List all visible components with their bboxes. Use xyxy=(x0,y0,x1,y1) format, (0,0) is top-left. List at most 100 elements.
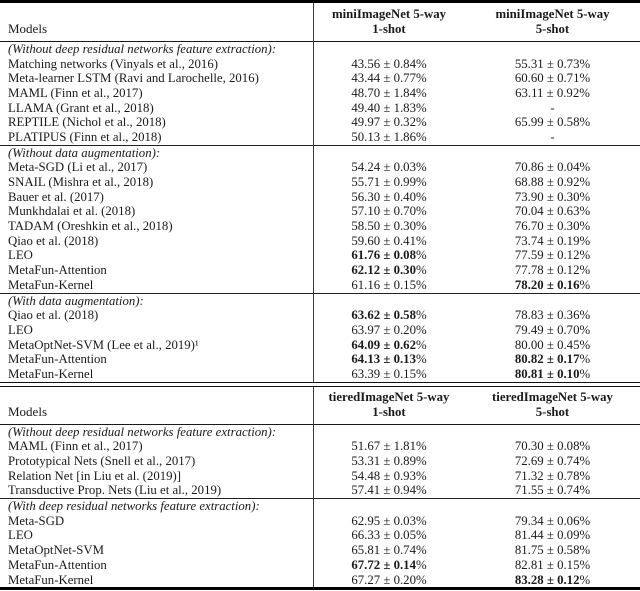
table-row: Prototypical Nets (Snell et al., 2017) 53… xyxy=(0,454,640,469)
model-name: MetaFun-Kernel xyxy=(8,366,94,381)
score-1shot: 63.39 ± 0.15% xyxy=(351,366,427,381)
model-name: MetaFun-Kernel xyxy=(8,277,94,292)
score-1shot: 67.72 ± 0.14% xyxy=(351,557,427,572)
score-1shot: 62.95 ± 0.03% xyxy=(351,513,427,528)
table-row: Bauer et al. (2017) 56.30 ± 0.40% 73.90 ± … xyxy=(0,190,640,205)
table-row: Relation Net [in Liu et al. (2019)] 54.48… xyxy=(0,469,640,484)
table-section: (With deep residual networks feature ext… xyxy=(0,498,640,587)
model-name: SNAIL (Mishra et al., 2018) xyxy=(8,175,154,190)
score-5shot: 80.81 ± 0.10% xyxy=(514,366,591,381)
model-name: LEO xyxy=(8,528,33,543)
table-body: (Without deep residual networks feature … xyxy=(0,42,640,382)
score-5shot: 79.49 ± 0.70% xyxy=(514,322,591,337)
model-name: Meta-SGD (Li et al., 2017) xyxy=(8,160,148,175)
model-name: MetaFun-Attention xyxy=(8,352,107,367)
table-row: MetaFun-Kernel 61.16 ± 0.15% 78.20 ± 0.16% xyxy=(0,278,640,293)
section-label-row: (Without deep residual networks feature … xyxy=(0,425,640,440)
score-1shot: 48.70 ± 1.84% xyxy=(351,85,427,100)
table-section: (Without data augmentation): Meta-SGD (Li… xyxy=(0,144,640,293)
column-header-line1: tieredImageNet 5-way xyxy=(328,389,450,404)
table-section: (Without deep residual networks feature … xyxy=(0,425,640,498)
score-1shot: 65.81 ± 0.74% xyxy=(351,543,427,558)
top-rule xyxy=(0,0,640,3)
score-1shot: 56.30 ± 0.40% xyxy=(351,189,427,204)
score-1shot: 62.12 ± 0.30% xyxy=(351,263,427,278)
model-name: MetaFun-Attention xyxy=(8,557,107,572)
model-name: Qiao et al. (2018) xyxy=(8,308,99,323)
score-1shot: 51.67 ± 1.81% xyxy=(351,439,427,454)
table-header-row: Models tieredImageNet 5-way 1-shot tiere… xyxy=(0,387,640,425)
score-1shot: 55.71 ± 0.99% xyxy=(351,175,427,190)
model-name: Relation Net [in Liu et al. (2019)] xyxy=(8,468,182,483)
model-name: TADAM (Oreshkin et al., 2018) xyxy=(8,219,173,234)
score-5shot: 83.28 ± 0.12% xyxy=(514,572,591,587)
section-label-row: (With deep residual networks feature ext… xyxy=(0,499,640,514)
score-1shot: 59.60 ± 0.41% xyxy=(351,233,427,248)
model-name: MAML (Finn et al., 2017) xyxy=(8,439,143,454)
table-miniimagenet: Models miniImageNet 5-way 1-shot miniIma… xyxy=(0,3,640,382)
models-column-header: Models xyxy=(8,21,47,36)
table-row: Qiao et al. (2018) 63.62 ± 0.58% 78.83 ± 0… xyxy=(0,308,640,323)
score-5shot: - xyxy=(550,100,555,115)
table-row: MetaFun-Attention 67.72 ± 0.14% 82.81 ± 0.… xyxy=(0,558,640,573)
section-label: (With data augmentation): xyxy=(8,293,144,308)
column-separator-line xyxy=(313,3,314,382)
table-row: LEO 66.33 ± 0.05% 81.44 ± 0.09% xyxy=(0,528,640,544)
table-row: LEO 61.76 ± 0.08% 77.59 ± 0.12% xyxy=(0,248,640,264)
model-name: MetaOptNet-SVM (Lee et al., 2019)¹ xyxy=(8,337,199,352)
score-1shot: 57.41 ± 0.94% xyxy=(351,483,427,498)
column-header-line1: tieredImageNet 5-way xyxy=(492,389,613,404)
model-name: Munkhdalai et al. (2018) xyxy=(8,204,136,219)
score-5shot: 77.59 ± 0.12% xyxy=(514,248,591,263)
score-5shot: 73.74 ± 0.19% xyxy=(514,233,591,248)
score-1shot: 63.97 ± 0.20% xyxy=(351,322,427,337)
table-row: MetaFun-Attention 64.13 ± 0.13% 80.82 ± 0.… xyxy=(0,352,640,367)
table-row: Transductive Prop. Nets (Liu et al., 201… xyxy=(0,483,640,499)
score-1shot: 66.33 ± 0.05% xyxy=(351,528,427,543)
column-header-1shot: miniImageNet 5-way 1-shot xyxy=(313,7,465,38)
column-header-line1: miniImageNet 5-way xyxy=(331,6,447,21)
table-separator-double-rule xyxy=(0,381,640,387)
model-name: LEO xyxy=(8,248,33,263)
table-row: LLAMA (Grant et al., 2018) 49.40 ± 1.83% - xyxy=(0,101,640,116)
score-1shot: 61.76 ± 0.08% xyxy=(351,248,427,263)
section-label-row: (With data augmentation): xyxy=(0,294,640,309)
score-5shot: 65.99 ± 0.58% xyxy=(514,115,591,130)
score-1shot: 64.09 ± 0.62% xyxy=(351,337,427,352)
score-5shot: 76.70 ± 0.30% xyxy=(514,219,591,234)
table-row: Munkhdalai et al. (2018) 57.10 ± 0.70% 70.… xyxy=(0,204,640,220)
table-row: MetaFun-Kernel 63.39 ± 0.15% 80.81 ± 0.10% xyxy=(0,367,640,382)
score-1shot: 43.44 ± 0.77% xyxy=(351,71,427,86)
table-row: TADAM (Oreshkin et al., 2018) 58.50 ± 0.3… xyxy=(0,219,640,234)
score-5shot: 70.86 ± 0.04% xyxy=(514,160,591,175)
table-row: LEO 63.97 ± 0.20% 79.49 ± 0.70% xyxy=(0,323,640,338)
score-5shot: 81.44 ± 0.09% xyxy=(514,528,591,543)
model-name: Meta-learner LSTM (Ravi and Larochelle, … xyxy=(8,71,259,86)
score-1shot: 63.62 ± 0.58% xyxy=(351,308,427,323)
model-name: Transductive Prop. Nets (Liu et al., 201… xyxy=(8,483,222,498)
score-1shot: 58.50 ± 0.30% xyxy=(351,219,427,234)
score-5shot: 78.83 ± 0.36% xyxy=(514,308,591,323)
model-name: MetaOptNet-SVM xyxy=(8,543,104,558)
column-header-5shot: miniImageNet 5-way 5-shot xyxy=(465,7,640,38)
score-5shot: 70.30 ± 0.08% xyxy=(514,439,591,454)
table-row: Matching networks (Vinyals et al., 2016)… xyxy=(0,57,640,72)
model-name: MetaFun-Attention xyxy=(8,263,107,278)
section-label: (Without deep residual networks feature … xyxy=(8,41,277,56)
table-row: MetaFun-Kernel 67.27 ± 0.20% 83.28 ± 0.12% xyxy=(0,573,640,588)
table-row: MAML (Finn et al., 2017) 51.67 ± 1.81% 70.… xyxy=(0,439,640,455)
table-row: MetaOptNet-SVM (Lee et al., 2019)¹ 64.09 … xyxy=(0,338,640,353)
score-5shot: 68.88 ± 0.92% xyxy=(514,175,591,190)
score-5shot: 70.04 ± 0.63% xyxy=(514,204,591,219)
table-body: (Without deep residual networks feature … xyxy=(0,425,640,588)
score-1shot: 54.24 ± 0.03% xyxy=(351,160,427,175)
column-header-line1: miniImageNet 5-way xyxy=(495,6,610,21)
score-5shot: 77.78 ± 0.12% xyxy=(514,263,591,278)
score-5shot: 78.20 ± 0.16% xyxy=(514,277,591,292)
score-1shot: 61.16 ± 0.15% xyxy=(351,277,427,292)
model-name: Bauer et al. (2017) xyxy=(8,189,104,204)
column-header-line2: 5-shot xyxy=(535,405,570,420)
column-header-1shot: tieredImageNet 5-way 1-shot xyxy=(313,390,465,421)
models-column-header: Models xyxy=(8,403,47,419)
